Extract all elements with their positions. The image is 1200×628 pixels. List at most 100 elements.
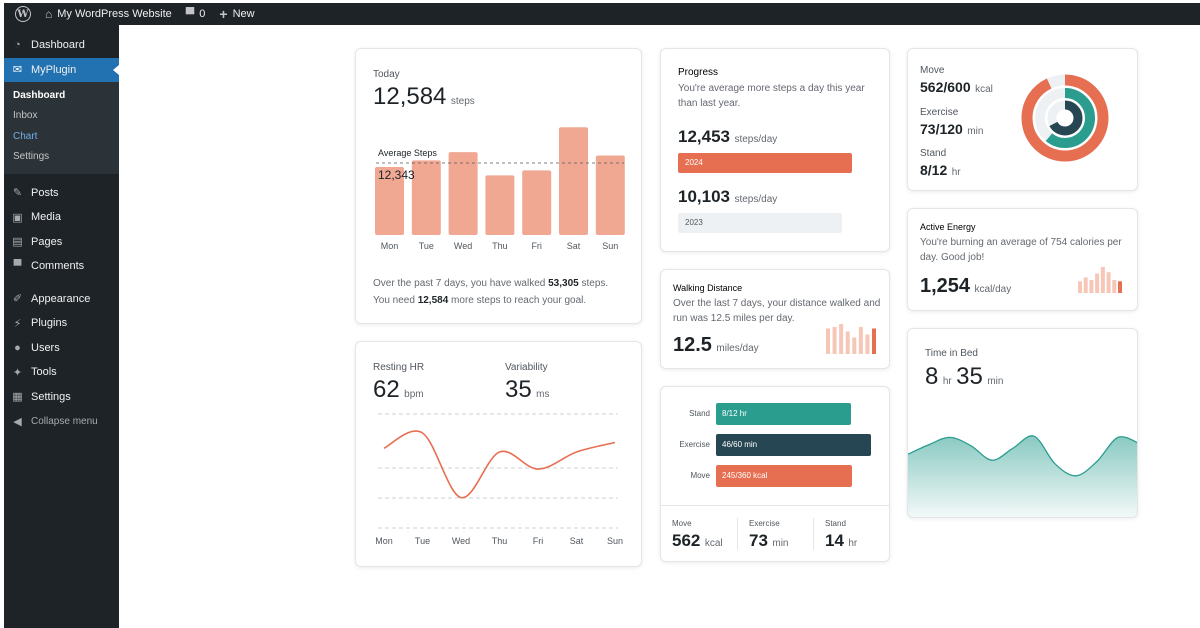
mini-bar — [845, 331, 850, 354]
collapse-arrow-icon: ◀ — [13, 415, 22, 428]
mini-bar — [1106, 272, 1111, 293]
home-icon: ⌂ — [45, 7, 53, 21]
submenu-chart[interactable]: Chart — [13, 130, 38, 142]
walking-description: Over the last 7 days, your distance walk… — [673, 298, 881, 324]
progress-description: You're average more steps a day this yea… — [678, 83, 865, 109]
plug-icon: ⚡ — [13, 317, 22, 330]
mini-bar — [872, 328, 876, 354]
bed-title: Time in Bed — [925, 348, 978, 359]
energy-unit: kcal/day — [974, 284, 1012, 295]
comment-icon: ▀ — [13, 260, 22, 273]
collapse-menu-button[interactable]: ◀ Collapse menu — [4, 409, 119, 434]
pin-icon: ✎ — [12, 187, 23, 200]
menu-posts[interactable]: ✎ Posts — [4, 181, 119, 206]
wordpress-logo-icon: W — [15, 6, 31, 22]
heart-rate-line — [383, 430, 616, 499]
steps-value: 12,584 — [373, 83, 447, 110]
stand-label: Stand — [920, 148, 947, 159]
media-icon: ▣ — [12, 211, 23, 224]
energy-description: You're burning an average of 754 calorie… — [920, 237, 1122, 263]
x-tick-label: Tue — [415, 536, 430, 546]
menu-appearance[interactable]: ✐ Appearance — [4, 287, 119, 312]
wordpress-logo-button[interactable]: W — [4, 3, 38, 25]
mini-bar — [1083, 277, 1088, 293]
submenu-inbox[interactable]: Inbox — [13, 110, 38, 121]
summary-remaining: 12,584 — [417, 295, 449, 306]
resting-hr-label: Resting HR — [373, 362, 425, 373]
progress-2024-value: 12,453 — [678, 127, 730, 146]
summary-text: more steps to reach your goal. — [448, 295, 587, 306]
menu-label: Pages — [31, 235, 63, 248]
stand-ring — [1047, 100, 1083, 136]
mini-bar — [865, 334, 870, 354]
activity-row-label: Move — [690, 471, 710, 480]
plus-icon: + — [219, 6, 228, 22]
pages-icon: ▤ — [12, 236, 23, 249]
menu-comments[interactable]: ▀ Comments — [4, 254, 119, 279]
menu-label: Media — [31, 211, 61, 224]
menu-tools[interactable]: ✦ Tools — [4, 360, 119, 385]
bed-minutes-unit: min — [987, 376, 1004, 387]
walking-title: Walking Distance — [673, 283, 743, 293]
total-label: Move — [672, 519, 692, 528]
menu-users[interactable]: ● Users — [4, 336, 119, 361]
progress-2023-value: 10,103 — [678, 187, 730, 206]
envelope-icon: ✉ — [12, 64, 23, 76]
collapse-label: Collapse menu — [31, 415, 98, 427]
menu-myplugin[interactable]: ✉ MyPlugin — [4, 57, 119, 82]
x-tick-label: Fri — [533, 536, 544, 546]
variability-unit: ms — [536, 389, 550, 400]
new-content-link[interactable]: + New — [212, 3, 261, 25]
steps-bar — [485, 175, 515, 235]
active-energy-card: Active Energy You're burning an average … — [907, 208, 1138, 311]
summary-text: Over the past 7 days, you have walked — [373, 278, 549, 289]
mini-bar — [1078, 281, 1082, 293]
menu-pages[interactable]: ▤ Pages — [4, 230, 119, 255]
menu-label: Settings — [31, 390, 71, 403]
bed-area-line — [908, 435, 1137, 477]
total-value: 73 min — [749, 531, 789, 550]
menu-dashboard[interactable]: ◔ Dashboard — [4, 33, 119, 58]
total-value: 562 kcal — [672, 531, 723, 550]
x-tick-label: Wed — [454, 241, 472, 251]
progress-2023-unit: steps/day — [734, 194, 778, 205]
new-label: New — [232, 8, 255, 20]
menu-label: Appearance — [31, 292, 91, 305]
menu-media[interactable]: ▣ Media — [4, 205, 119, 230]
mini-bar — [1089, 280, 1094, 293]
exercise-ring — [1035, 88, 1095, 148]
x-tick-label: Tue — [419, 241, 434, 251]
bar-label: 2024 — [685, 158, 703, 167]
mini-bar — [852, 337, 857, 354]
bed-hours: 8 — [925, 363, 939, 390]
gauge-icon: ◔ — [14, 39, 21, 52]
menu-settings[interactable]: ▦ Settings — [4, 385, 119, 410]
submenu-dashboard[interactable]: Dashboard — [13, 89, 66, 101]
menu-plugins[interactable]: ⚡ Plugins — [4, 311, 119, 336]
comments-count: 0 — [199, 8, 206, 20]
progress-2024-bar: 2024 — [678, 153, 852, 173]
menu-label: Posts — [31, 186, 59, 199]
exercise-unit: min — [967, 126, 984, 137]
x-tick-label: Sat — [567, 241, 581, 251]
comments-link[interactable]: ▀ 0 — [179, 3, 213, 25]
bed-area-chart — [908, 435, 1137, 517]
x-tick-label: Fri — [531, 241, 542, 251]
mini-bar — [858, 327, 863, 354]
submenu-settings[interactable]: Settings — [13, 151, 50, 162]
progress-card: Progress You're average more steps a day… — [660, 48, 890, 252]
menu-label: Dashboard — [31, 39, 85, 52]
summary-text: steps. — [578, 278, 609, 289]
site-name-link[interactable]: ⌂ My WordPress Website — [38, 3, 179, 25]
mini-bar — [826, 328, 830, 354]
wrench-icon: ✦ — [12, 366, 23, 379]
brush-icon: ✐ — [12, 293, 23, 306]
bar-label: 2023 — [685, 218, 703, 227]
steps-bar-chart: Average Steps 12,343 Mon Tue Wed Thu Fri Sat S… — [375, 127, 625, 251]
summary-total: 53,305 — [548, 278, 579, 289]
activity-row-bar: 46/60 min — [716, 434, 871, 456]
stand-value: 8/12 — [920, 162, 948, 178]
settings-icon: ▦ — [12, 391, 23, 404]
activity-row-bar: 245/360 kcal — [716, 465, 853, 487]
bed-hours-unit: hr — [942, 376, 952, 387]
